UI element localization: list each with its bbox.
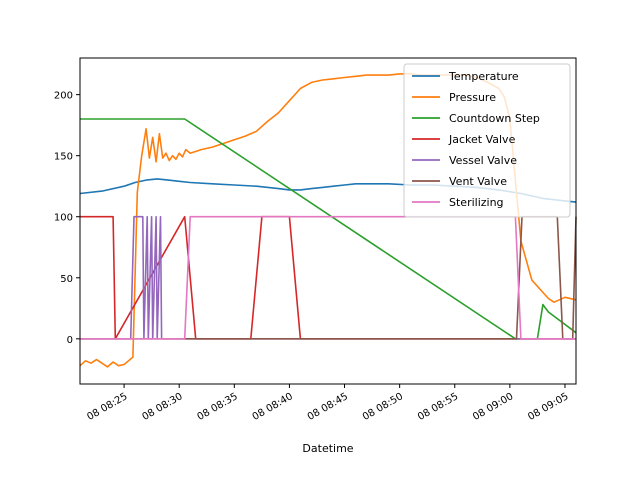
x-tick-label: 08 08:55 [416,391,460,423]
x-tick-label: 08 08:25 [85,391,129,423]
x-tick-label: 08 08:40 [251,391,295,423]
legend-box [403,63,571,218]
plot-frame [79,57,577,385]
x-tick-label: 08 08:50 [361,391,405,423]
x-tick-label: 08 09:00 [471,391,515,423]
legend-label: Vessel Valve [449,154,517,167]
x-tick-label: 08 09:05 [526,391,570,423]
x-tick-label: 08 08:35 [196,391,240,423]
y-tick-label: 200 [54,91,73,102]
legend-label: Jacket Valve [448,133,516,146]
x-axis-title: Datetime [302,442,353,455]
x-axis: 08 08:25 08 08:30 08 08:35 08 08:40 08 08:45… [85,384,570,423]
legend-label: Countdown Step [449,112,540,125]
legend-label: Sterilizing [449,196,504,209]
legend-label: Vent Valve [449,175,507,188]
x-tick-label: 08 08:45 [306,391,350,423]
x-tick-label: 08 08:30 [140,391,184,423]
y-tick-label: 150 [54,152,73,163]
legend-label: Temperature [448,70,519,83]
series-line-sterilizing [80,215,576,340]
series-line-vessel-valve [80,215,576,340]
legend: Temperature Pressure Countdown Step Jacket … [403,63,571,218]
y-tick-label: 50 [60,274,73,285]
y-tick-label: 0 [67,335,73,346]
y-tick-label: 100 [54,213,73,224]
y-axis: 0 50 100 150 200 [54,91,80,346]
legend-label: Pressure [449,91,496,104]
